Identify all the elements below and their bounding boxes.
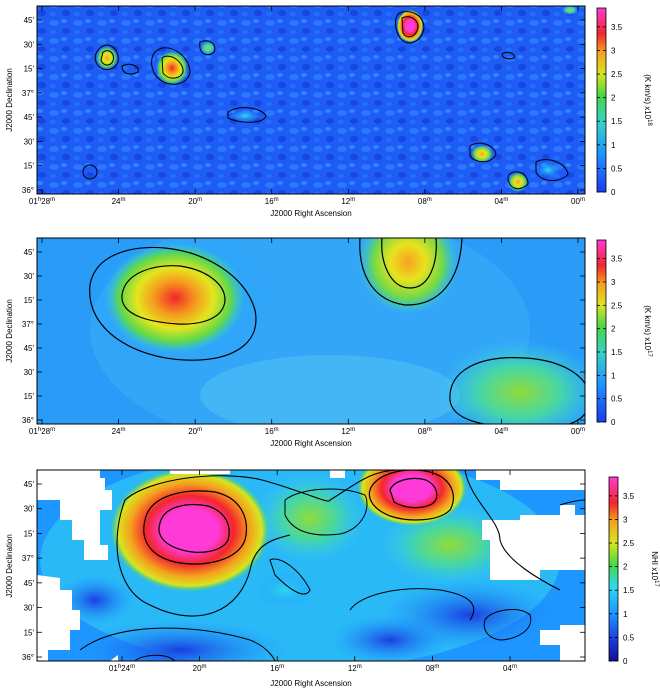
colorbar-tick-label: 1 bbox=[623, 610, 628, 619]
colorbar-tick-label: 3 bbox=[611, 278, 616, 287]
y-tick-label: 15' bbox=[24, 65, 35, 74]
x-tick-label: 08m bbox=[425, 664, 439, 673]
panel-top-colorbar-ticks: 0 0.5 1 1.5 2 2.5 3 3.5 bbox=[597, 23, 623, 197]
y-tick-label: 37° bbox=[22, 89, 34, 98]
panel-bottom-xlabel: J2000 Right Ascension bbox=[270, 679, 351, 688]
colorbar-tick-label: 1.5 bbox=[611, 348, 623, 357]
colorbar-tick-label: 1 bbox=[611, 371, 616, 380]
colorbar-tick-label: 3.5 bbox=[611, 23, 623, 32]
colorbar-tick-label: 0.5 bbox=[611, 395, 623, 404]
y-tick-label: 30' bbox=[24, 505, 35, 514]
colorbar-tick-label: 2 bbox=[623, 563, 628, 572]
x-tick-label: 20m bbox=[188, 427, 202, 436]
x-tick-label: 20m bbox=[193, 664, 207, 673]
colorbar-tick-label: 0 bbox=[611, 188, 616, 197]
panel-bottom-colorbar bbox=[608, 476, 619, 662]
x-tick-label: 01h28m bbox=[29, 427, 55, 436]
y-tick-label: 30' bbox=[24, 40, 35, 49]
y-tick-label: 36° bbox=[22, 653, 34, 662]
panel-top-axes: 01h28m 24m 20m 16m 12m 08m 04m 00m 36° 15' 30' 45' 3… bbox=[22, 6, 585, 206]
panel-bottom-ylabel: J2000 Declination bbox=[5, 534, 14, 598]
y-tick-label: 30' bbox=[24, 368, 35, 377]
x-tick-label: 01h24m bbox=[109, 664, 135, 673]
colorbar-tick-label: 2.5 bbox=[611, 70, 623, 79]
colorbar-tick-label: 2 bbox=[611, 325, 616, 334]
panel-middle-colorbar-ticks: 0 0.5 1 1.5 2 2.5 3 3.5 bbox=[597, 255, 623, 427]
panel-bottom-colorbar-ticks: 0 0.5 1 1.5 2 2.5 3 3.5 bbox=[609, 492, 635, 666]
y-tick-label: 37° bbox=[22, 320, 34, 329]
x-tick-label: 24m bbox=[112, 427, 126, 436]
colorbar-tick-label: 1.5 bbox=[611, 117, 623, 126]
panel-top-xlabel: J2000 Right Ascension bbox=[270, 209, 351, 218]
panel-bottom-blank-regions bbox=[37, 470, 585, 661]
y-tick-label: 15' bbox=[24, 628, 35, 637]
x-tick-label: 08m bbox=[418, 427, 432, 436]
panel-top-colorbar-label: (K km/s) x1018 bbox=[643, 74, 652, 126]
y-tick-label: 15' bbox=[24, 296, 35, 305]
x-tick-label: 20m bbox=[188, 197, 202, 206]
panel-middle-image bbox=[37, 238, 585, 424]
panel-middle-ylabel: J2000 Declination bbox=[5, 299, 14, 363]
y-tick-label: 45' bbox=[24, 113, 35, 122]
panel-middle-xlabel: J2000 Right Ascension bbox=[270, 439, 351, 448]
panel-bottom: 01h24m 20m 16m 12m 08m 04m 36° 15' 30' 45' 37° 15' 3… bbox=[5, 469, 659, 688]
panel-bottom-colorbar-label: NHI x1017 bbox=[650, 551, 659, 587]
y-tick-label: 45' bbox=[24, 16, 35, 25]
y-tick-label: 45' bbox=[24, 248, 35, 257]
x-tick-label: 01h28m bbox=[29, 197, 55, 206]
panel-bottom-axes: 01h24m 20m 16m 12m 08m 04m 36° 15' 30' 45' 37° 15' 3… bbox=[22, 470, 585, 673]
y-tick-label: 36° bbox=[22, 416, 34, 425]
x-tick-label: 12m bbox=[341, 197, 355, 206]
y-tick-label: 45' bbox=[24, 480, 35, 489]
colorbar-tick-label: 3 bbox=[623, 515, 628, 524]
panel-middle: 01h28m 24m 20m 16m 12m 08m 04m 00m 36° 15' 30' 45' 3… bbox=[5, 237, 652, 448]
panel-bottom-image bbox=[37, 470, 585, 661]
y-tick-label: 30' bbox=[24, 137, 35, 146]
panel-top: 01h28m 24m 20m 16m 12m 08m 04m 00m 36° 15' 30' 45' 3… bbox=[5, 5, 652, 218]
y-tick-label: 30' bbox=[24, 272, 35, 281]
colorbar-tick-label: 0.5 bbox=[623, 633, 635, 642]
panel-middle-colorbar-label: (K km/s) x1017 bbox=[643, 305, 652, 357]
x-tick-label: 16m bbox=[270, 664, 284, 673]
y-tick-label: 37° bbox=[22, 554, 34, 563]
y-tick-label: 15' bbox=[24, 529, 35, 538]
colorbar-tick-label: 0 bbox=[623, 657, 628, 666]
y-tick-label: 36° bbox=[22, 186, 34, 195]
colorbar-tick-label: 2.5 bbox=[623, 539, 635, 548]
y-tick-label: 15' bbox=[24, 162, 35, 171]
x-tick-label: 00m bbox=[571, 197, 585, 206]
y-tick-label: 45' bbox=[24, 344, 35, 353]
x-tick-label: 16m bbox=[265, 197, 279, 206]
panel-middle-axes: 01h28m 24m 20m 16m 12m 08m 04m 00m 36° 15' 30' 45' 3… bbox=[22, 238, 585, 436]
colorbar-tick-label: 0 bbox=[611, 418, 616, 427]
y-tick-label: 15' bbox=[24, 392, 35, 401]
x-tick-label: 12m bbox=[341, 427, 355, 436]
panel-top-colorbar bbox=[596, 7, 607, 193]
colorbar-tick-label: 0.5 bbox=[611, 164, 623, 173]
colorbar-tick-label: 1.5 bbox=[623, 586, 635, 595]
x-tick-label: 04m bbox=[494, 427, 508, 436]
panel-middle-colorbar bbox=[596, 239, 607, 423]
colorbar-tick-label: 3.5 bbox=[611, 255, 623, 264]
colorbar-tick-label: 2.5 bbox=[611, 301, 623, 310]
x-tick-label: 00m bbox=[571, 427, 585, 436]
colorbar-tick-label: 2 bbox=[611, 94, 616, 103]
panel-top-ylabel: J2000 Declination bbox=[5, 68, 14, 132]
x-tick-label: 24m bbox=[112, 197, 126, 206]
colorbar-tick-label: 3.5 bbox=[623, 492, 635, 501]
x-tick-label: 08m bbox=[418, 197, 432, 206]
y-tick-label: 30' bbox=[24, 604, 35, 613]
x-tick-label: 04m bbox=[503, 664, 517, 673]
colorbar-tick-label: 3 bbox=[611, 46, 616, 55]
y-tick-label: 45' bbox=[24, 579, 35, 588]
x-tick-label: 16m bbox=[265, 427, 279, 436]
x-tick-label: 12m bbox=[348, 664, 362, 673]
panel-top-image bbox=[37, 6, 585, 194]
colorbar-tick-label: 1 bbox=[611, 141, 616, 150]
x-tick-label: 04m bbox=[494, 197, 508, 206]
